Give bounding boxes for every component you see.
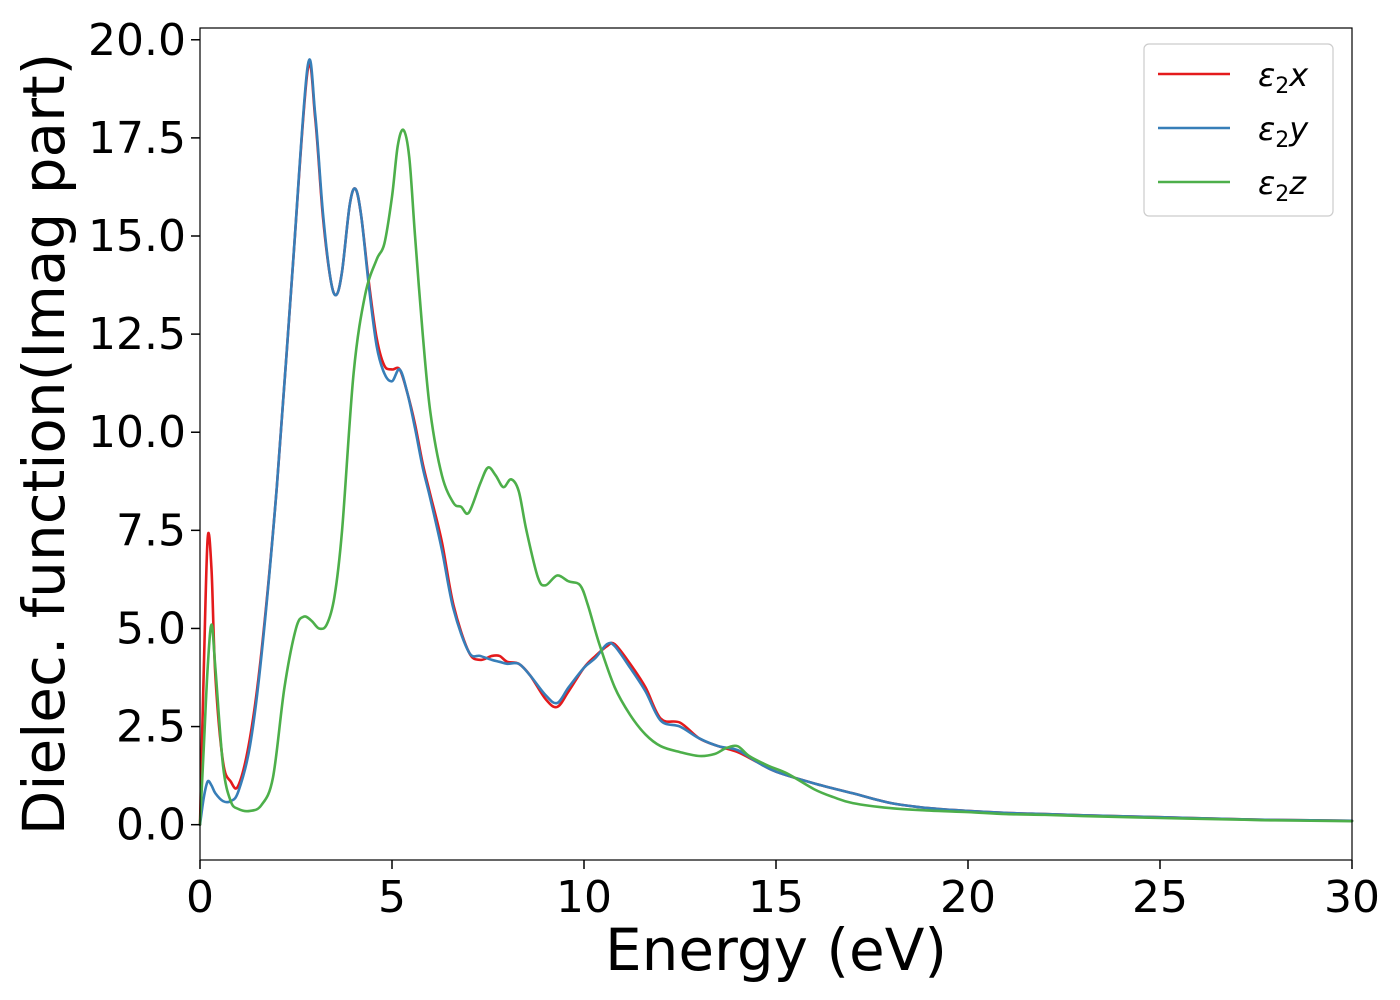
legend-label-z: ε2z <box>1258 164 1307 207</box>
y-axis-ticks: 0.0 2.5 5.0 7.5 10.0 12.5 15.0 17.5 20.0 <box>88 15 200 851</box>
legend-label-x: ε2x <box>1258 56 1309 99</box>
y-tick-label: 2.5 <box>116 702 186 753</box>
legend-frame <box>1143 43 1334 217</box>
y-tick-label: 0.0 <box>116 800 186 851</box>
y-axis-label: Dielec. function(Imag part) <box>10 53 78 836</box>
legend: ε2x ε2y ε2z <box>1143 43 1334 217</box>
x-tick-label: 25 <box>1132 872 1188 923</box>
series-line-y <box>198 58 1354 826</box>
y-tick-label: 15.0 <box>88 211 186 262</box>
y-tick-label: 20.0 <box>88 15 186 66</box>
x-axis-ticks: 0 5 10 15 20 25 30 <box>186 860 1380 923</box>
x-tick-label: 10 <box>556 872 612 923</box>
x-tick-label: 0 <box>186 872 214 923</box>
legend-label-y: ε2y <box>1258 110 1309 153</box>
series-line-z <box>198 128 1354 826</box>
x-tick-label: 5 <box>378 872 406 923</box>
x-tick-label: 15 <box>748 872 804 923</box>
y-tick-label: 17.5 <box>88 113 186 164</box>
y-tick-label: 7.5 <box>116 505 186 556</box>
x-axis-label: Energy (eV) <box>605 916 947 984</box>
y-tick-label: 12.5 <box>88 309 186 360</box>
y-tick-label: 5.0 <box>116 603 186 654</box>
series-layer <box>198 58 1354 826</box>
x-tick-label: 30 <box>1324 872 1380 923</box>
y-tick-label: 10.0 <box>88 407 186 458</box>
x-tick-label: 20 <box>940 872 996 923</box>
